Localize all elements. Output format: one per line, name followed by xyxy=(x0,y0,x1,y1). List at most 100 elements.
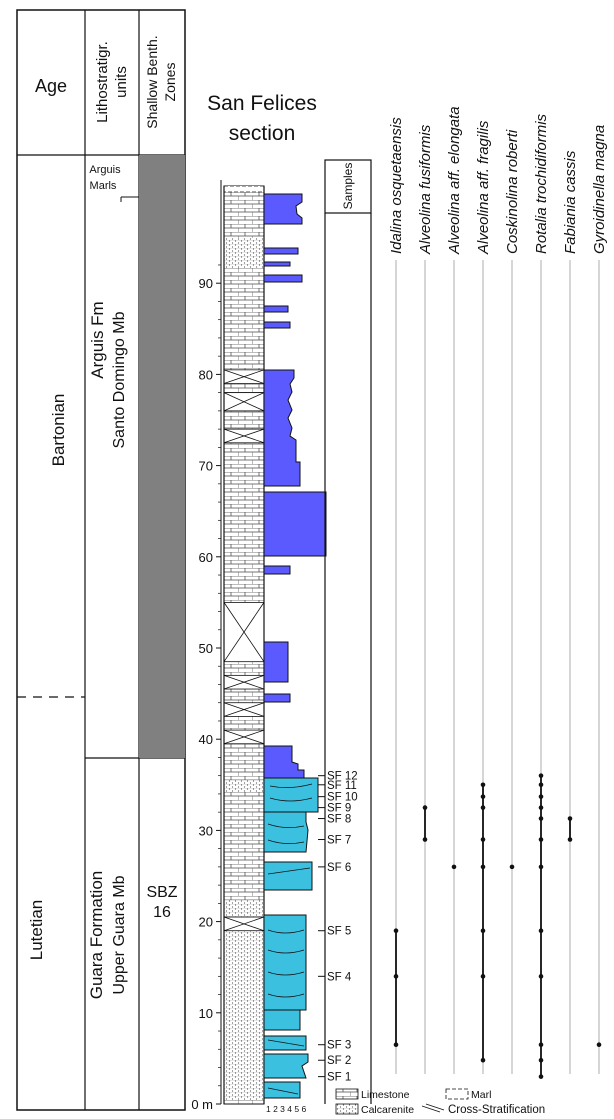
sample-label: SF 1 xyxy=(327,1072,351,1084)
blue-upper-bars xyxy=(263,193,327,779)
taxon-occurrence-dot xyxy=(538,773,544,778)
legend-marl-swatch xyxy=(445,1088,469,1100)
depth-axis: 0 m 10 20 30 40 50 60 70 80 90 xyxy=(191,180,222,1112)
taxon-occurrence-dot xyxy=(567,816,573,821)
taxon-occurrence-dot xyxy=(480,864,486,870)
depth-tick-label: 60 xyxy=(199,550,213,565)
section-title-line2: section xyxy=(229,122,296,145)
taxon-occurrence-dot xyxy=(596,1042,602,1048)
sample-label: SF 12 xyxy=(327,771,358,783)
depth-tick-label: 70 xyxy=(199,459,213,474)
taxon-name: Coskinolina roberti xyxy=(504,129,521,254)
taxon-name: Gyroidinella magna xyxy=(591,125,608,254)
covered-intervals xyxy=(223,369,265,932)
taxon-name: Alveolina aff. elongata xyxy=(446,106,463,255)
taxon-occurrence-dot xyxy=(538,816,544,821)
legend: Limestone Marl Calcarenite Cross-Stratif… xyxy=(335,1088,545,1116)
depth-tick-label: 0 m xyxy=(191,1097,213,1112)
covered-interval-cross xyxy=(223,729,265,745)
unit-arguis-marls-line1: Arguis xyxy=(89,164,121,176)
legend-limestone-swatch xyxy=(335,1088,359,1100)
taxon-occurrence-dot xyxy=(451,864,457,870)
covered-interval-cross xyxy=(223,674,265,690)
stage-lutetian: Lutetian xyxy=(27,900,46,961)
taxon-occurrence-dot xyxy=(567,837,573,842)
taxon-occurrence-dot xyxy=(480,805,486,810)
sample-label: SF 9 xyxy=(327,803,351,815)
taxon-name: Alveolina aff. fragilis xyxy=(475,120,492,255)
unit-santo-domingo: Santo Domingo Mb xyxy=(111,311,128,448)
taxon-occurrence-dot xyxy=(422,805,428,810)
taxon-occurrence-dot xyxy=(538,1057,544,1063)
taxon-occurrence-dot xyxy=(480,837,486,842)
taxon-occurrence-dot xyxy=(538,1042,544,1048)
taxon-occurrence-dot xyxy=(480,794,486,799)
covered-interval-cross xyxy=(223,369,265,384)
taxon-occurrence-dot xyxy=(538,837,544,842)
legend-marl-label: Marl xyxy=(471,1089,491,1101)
calcarenite-lower xyxy=(224,900,264,1100)
sample-label: SF 11 xyxy=(327,780,357,792)
covered-interval-cross xyxy=(223,428,265,444)
sample-label: SF 3 xyxy=(327,1040,351,1052)
taxon-occurrence-dot xyxy=(538,974,544,979)
sbz-label-line1: SBZ xyxy=(146,884,177,901)
taxon-occurrence-dot xyxy=(393,928,399,934)
depth-tick-label: 30 xyxy=(199,823,213,838)
taxon-occurrence-dot xyxy=(538,928,544,934)
sbz-header-line1: Shallow Benth. xyxy=(144,35,160,128)
samples-header: Samples xyxy=(341,163,355,210)
depth-tick-label: 20 xyxy=(199,915,213,930)
sample-label: SF 5 xyxy=(327,926,351,938)
taxon-occurrence-dot xyxy=(393,974,399,979)
age-header: Age xyxy=(35,76,67,96)
taxon-occurrence-dot xyxy=(422,837,428,842)
taxon-name: Fabiania cassis xyxy=(562,150,579,254)
sample-label: SF 7 xyxy=(327,835,351,847)
taxon-occurrence-dot xyxy=(509,864,515,870)
cyan-lower-bars xyxy=(263,777,319,1099)
sample-label: SF 10 xyxy=(327,792,358,804)
sbz-header-line2: Zones xyxy=(162,63,178,102)
legend-calcarenite-label: Calcarenite xyxy=(361,1104,414,1116)
age-column-table xyxy=(16,9,186,1111)
samples-column: Samples xyxy=(324,159,372,1104)
sample-label: SF 2 xyxy=(327,1055,351,1067)
sample-label: SF 8 xyxy=(327,814,351,826)
taxon-occurrence-dot xyxy=(480,928,486,934)
depth-tick-label: 40 xyxy=(199,732,213,747)
taxon-occurrence-dot xyxy=(538,805,544,810)
depth-tick-label: 90 xyxy=(199,276,213,291)
unit-arguis-fm: Arguis Fm xyxy=(88,301,107,378)
lithology-column xyxy=(223,185,265,1105)
depth-tick-label: 10 xyxy=(199,1006,213,1021)
taxa-range-chart: Idalina osquetaensis Alveolina fusiformis… xyxy=(388,106,608,1079)
taxon-name: Rotalia trochidiformis xyxy=(533,113,550,254)
covered-interval-cross xyxy=(223,702,265,717)
covered-interval-cross xyxy=(223,392,265,412)
taxon-occurrence-dot xyxy=(480,974,486,979)
taxon-occurrence-dot xyxy=(393,1042,399,1048)
unit-arguis-marls-line2: Marls xyxy=(90,180,117,192)
covered-interval-cross xyxy=(223,916,265,932)
taxon-name: Idalina osquetaensis xyxy=(388,117,405,254)
legend-cross-strat-label: Cross-Stratification xyxy=(448,1104,545,1116)
grain-size-column xyxy=(263,193,327,1099)
taxon-name: Alveolina fusiformis xyxy=(417,124,434,255)
sample-label: SF 4 xyxy=(327,971,352,983)
legend-calcarenite-swatch xyxy=(335,1103,359,1115)
taxon-occurrence-dot xyxy=(538,864,544,870)
taxon-occurrence-dot xyxy=(480,782,486,788)
sample-label: SF 6 xyxy=(327,862,351,874)
taxon-occurrence-dot xyxy=(480,1057,486,1063)
sbz-label-line2: 16 xyxy=(153,904,171,921)
depth-tick-label: 80 xyxy=(199,367,213,382)
cross-stratification-marks xyxy=(267,783,313,1095)
covered-interval-cross xyxy=(223,602,265,662)
litho-header-line1: Lithostratigr. xyxy=(94,41,111,123)
taxon-occurrence-dot xyxy=(538,1074,544,1079)
litho-header-line2: units xyxy=(113,66,130,98)
taxon-occurrence-dot xyxy=(538,782,544,788)
